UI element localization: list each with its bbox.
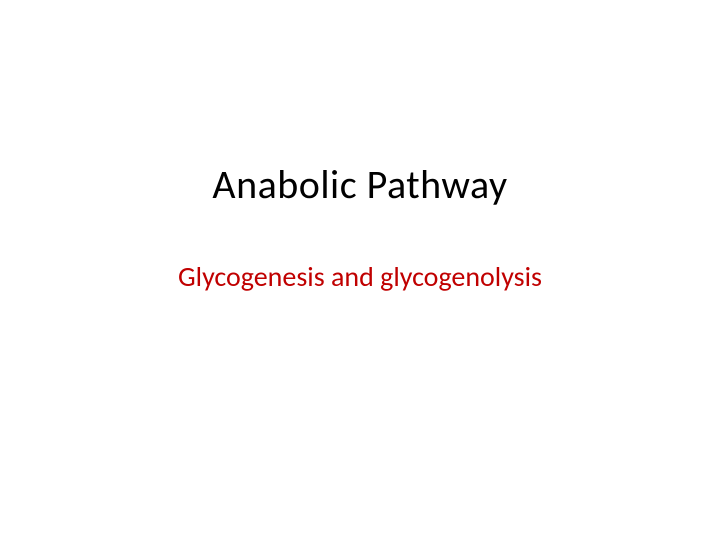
slide-subtitle: Glycogenesis and glycogenolysis [178, 259, 542, 294]
slide-title: Anabolic Pathway [212, 160, 507, 209]
slide-container: Anabolic Pathway Glycogenesis and glycog… [0, 0, 720, 540]
